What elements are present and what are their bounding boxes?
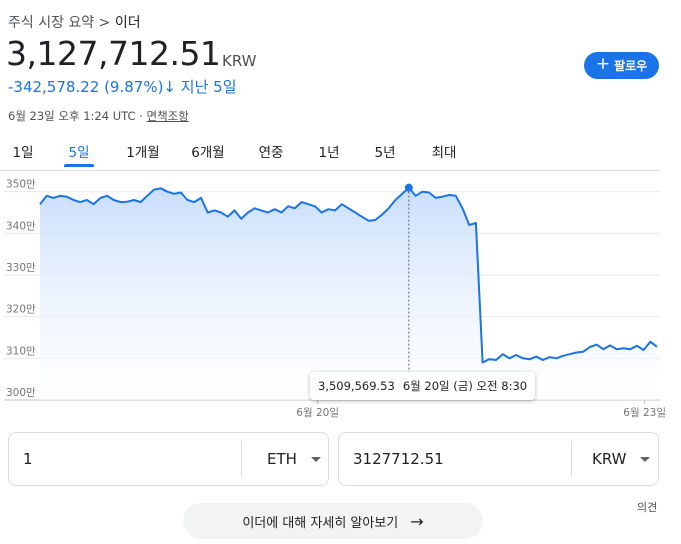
tab-1y[interactable]: 1년 [318, 145, 340, 161]
chart-series-line [39, 186, 658, 364]
tooltip-datetime: 6월 20일 (금) 오전 8:30 [402, 379, 528, 393]
tab-ytd[interactable]: 연중 [258, 145, 284, 161]
breadcrumb: 주식 시장 요약 > 이더 [8, 12, 141, 32]
x-tick-label: 6월 20일 [296, 406, 339, 419]
feedback-link[interactable]: 의견 [637, 501, 658, 514]
from-amount-input[interactable] [9, 433, 241, 485]
from-currency-label: ETH [267, 450, 297, 468]
breadcrumb-root[interactable]: 주식 시장 요약 [8, 15, 95, 31]
y-tick-label: 300만 [6, 387, 36, 399]
learn-more-button[interactable]: 이더에 대해 자세히 알아보기 → [183, 503, 483, 539]
from-currency-select[interactable]: ETH [267, 433, 321, 485]
down-arrow-icon: ↓ [163, 78, 176, 96]
price-change: -342,578.22 (9.87%)↓ 지난 5일 [8, 76, 237, 97]
disclaimer-link[interactable]: 면책조항 [146, 109, 189, 123]
to-amount-input[interactable] [339, 433, 571, 485]
tabs-divider [0, 170, 660, 171]
price-change-period: 지난 5일 [180, 78, 237, 96]
converter-to: KRW [338, 432, 659, 486]
timestamp-row: 6월 23일 오후 1:24 UTC · 면책조항 [8, 108, 189, 124]
tab-1m[interactable]: 1개월 [126, 145, 160, 161]
price-change-value: -342,578.22 (9.87%) [8, 78, 164, 96]
y-tick-label: 340만 [6, 220, 36, 232]
y-tick-label: 350만 [6, 179, 36, 191]
tooltip-value: 3,509,569.53 [318, 379, 395, 393]
tab-max[interactable]: 최대 [431, 145, 457, 161]
price-chart[interactable]: 350만 340만 330만 320만 310만 300만 6월 20일 6월 23일 [0, 175, 681, 425]
price-currency: KRW [222, 52, 257, 70]
follow-button[interactable]: + 팔로우 [584, 52, 659, 79]
chart-tooltip: 3,509,569.53 6월 20일 (금) 오전 8:30 [310, 372, 536, 400]
chart-area-fill [40, 187, 657, 400]
follow-label: 팔로우 [614, 59, 648, 73]
tab-1d[interactable]: 1일 [12, 145, 34, 161]
x-tick-label: 6월 23일 [623, 406, 666, 419]
y-tick-label: 310만 [6, 345, 36, 357]
to-currency-select[interactable]: KRW [592, 433, 651, 485]
y-tick-label: 320만 [6, 304, 36, 316]
plus-icon: + [595, 54, 611, 74]
tab-5y[interactable]: 5년 [374, 145, 396, 161]
y-tick-label: 330만 [6, 262, 36, 274]
to-currency-label: KRW [592, 450, 627, 468]
active-tab-indicator [64, 164, 94, 167]
hover-point [404, 183, 413, 192]
learn-more-label: 이더에 대해 자세히 알아보기 [242, 515, 399, 531]
breadcrumb-separator: > [98, 15, 111, 31]
tab-5d[interactable]: 5일 [68, 145, 90, 161]
timestamp: 6월 23일 오후 1:24 UTC · [8, 109, 143, 123]
arrow-right-icon: → [410, 511, 424, 531]
current-price: 3,127,712.51 [6, 34, 221, 73]
dropdown-caret-icon [640, 456, 651, 462]
converter-from: ETH [8, 432, 329, 486]
dropdown-caret-icon [310, 456, 321, 462]
breadcrumb-current: 이더 [114, 15, 141, 31]
converter-divider [571, 441, 572, 477]
tab-6m[interactable]: 6개월 [191, 145, 225, 161]
converter-divider [241, 441, 242, 477]
